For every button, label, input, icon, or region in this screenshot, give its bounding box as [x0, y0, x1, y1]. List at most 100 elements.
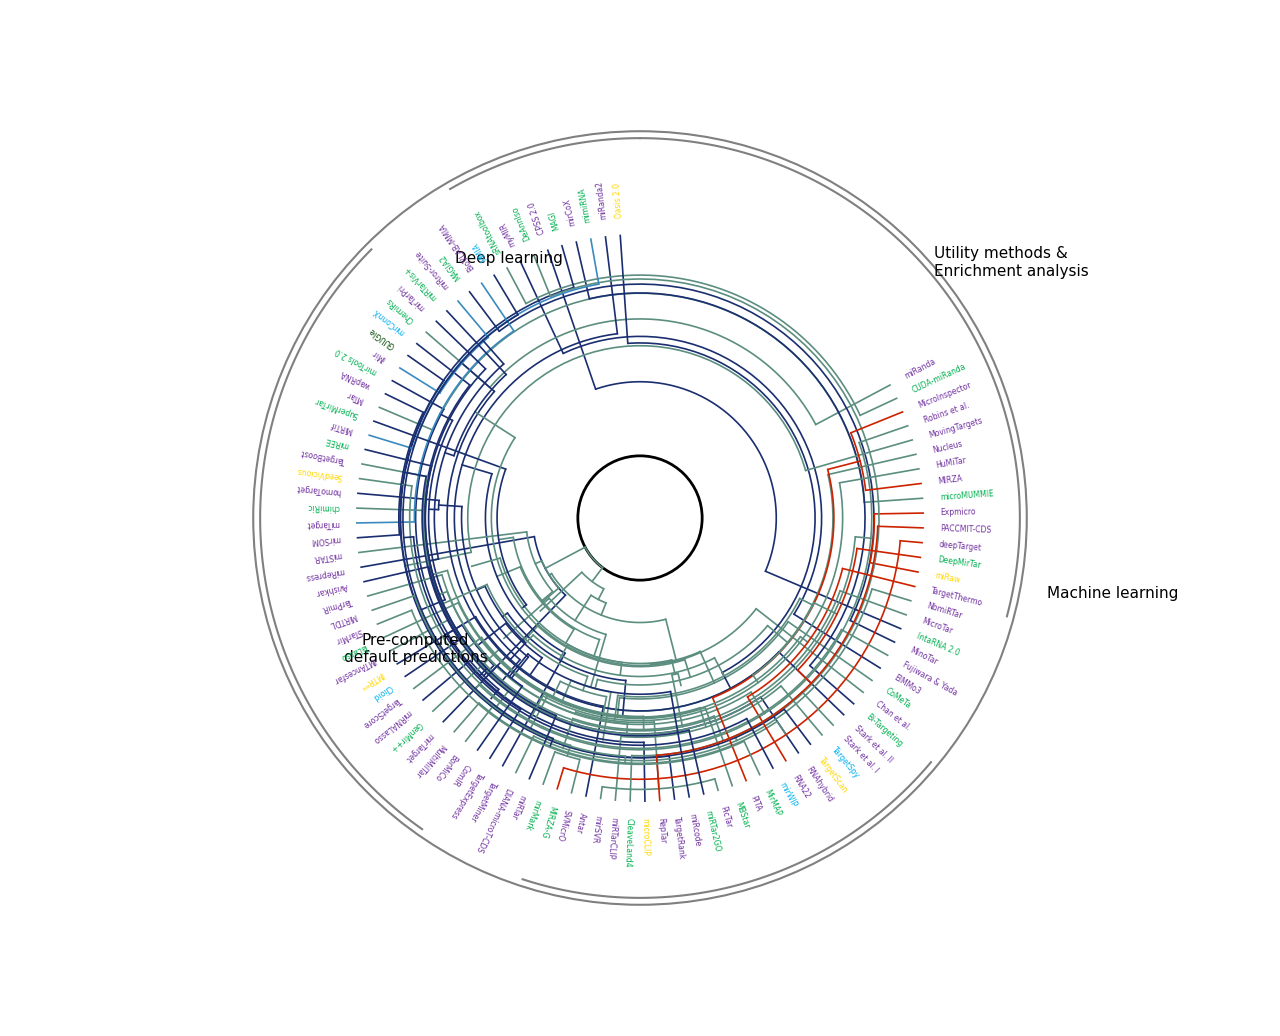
Text: TargetSpy: TargetSpy — [829, 745, 861, 780]
Text: MAGI: MAGI — [548, 209, 562, 230]
Text: RNA22: RNA22 — [791, 773, 812, 800]
Text: mirCoX: mirCoX — [562, 197, 577, 226]
Text: MTar: MTar — [346, 390, 365, 405]
Text: Oasis 2.0: Oasis 2.0 — [612, 182, 623, 219]
Text: miRTarVis+: miRTarVis+ — [402, 263, 438, 301]
Text: TarPmiR: TarPmiR — [320, 597, 352, 613]
Text: MIRZA-G: MIRZA-G — [538, 804, 557, 839]
Text: Clioid: Clioid — [371, 683, 393, 701]
Text: miRNALasso: miRNALasso — [370, 708, 412, 745]
Text: TargetMiner: TargetMiner — [468, 779, 498, 823]
Text: miRTar: miRTar — [508, 793, 527, 821]
Text: mirMark: mirMark — [522, 799, 541, 832]
Text: MovingTargets: MovingTargets — [928, 415, 983, 439]
Text: mirWIP: mirWIP — [777, 781, 797, 809]
Text: TargetThermo: TargetThermo — [931, 586, 984, 608]
Text: myMIR: myMIR — [498, 220, 517, 248]
Text: Fujiwara & Yada: Fujiwara & Yada — [901, 660, 959, 697]
Text: Machine learning: Machine learning — [1047, 586, 1179, 602]
Text: BioVLAB-MMIA: BioVLAB-MMIA — [438, 221, 476, 271]
Text: TargetExpress: TargetExpress — [448, 771, 485, 821]
Text: SuperMirTar: SuperMirTar — [314, 396, 360, 420]
Text: mirTools 2.0: mirTools 2.0 — [334, 346, 379, 376]
Text: miRanda: miRanda — [904, 357, 937, 381]
Text: TargetScan: TargetScan — [817, 755, 850, 795]
Text: miRanda2: miRanda2 — [594, 180, 608, 221]
Text: Antar: Antar — [575, 812, 588, 835]
Text: microMUMMIE: microMUMMIE — [940, 489, 993, 501]
Text: MicroInspector: MicroInspector — [916, 380, 973, 409]
Text: mirSOM: mirSOM — [310, 535, 340, 546]
Text: Stark et al. I: Stark et al. I — [842, 735, 881, 775]
Text: miRTar2GO: miRTar2GO — [703, 810, 722, 853]
Text: CleaveLand4: CleaveLand4 — [623, 818, 634, 868]
Text: CoMeTa: CoMeTa — [883, 687, 913, 711]
Text: RNAhybrid: RNAhybrid — [804, 765, 835, 804]
Text: TargetBoost: TargetBoost — [300, 448, 346, 465]
Text: PicTar: PicTar — [718, 806, 733, 830]
Text: mirSVR: mirSVR — [590, 815, 603, 844]
Text: ChemiRs: ChemiRs — [385, 295, 416, 324]
Text: ComIR: ComIR — [449, 761, 471, 787]
Text: Utility methods &
Enrichment analysis: Utility methods & Enrichment analysis — [933, 247, 1088, 279]
Text: PACCMIT-CDS: PACCMIT-CDS — [940, 524, 992, 535]
Text: DeAnnIso: DeAnnIso — [509, 204, 531, 241]
Text: miTarget: miTarget — [306, 519, 339, 528]
Text: IMTAncesfar: IMTAncesfar — [332, 655, 376, 685]
Text: miRaw: miRaw — [934, 571, 961, 584]
Text: RepTar: RepTar — [657, 817, 667, 844]
Text: sRNAtoolbox: sRNAtoolbox — [472, 207, 503, 255]
Text: Bi-Targeting: Bi-Targeting — [864, 712, 904, 748]
Text: miSTAR: miSTAR — [312, 550, 342, 563]
Text: MirMAP: MirMAP — [763, 788, 783, 818]
Text: MiRTDL: MiRTDL — [328, 611, 357, 629]
Text: MIRZA: MIRZA — [938, 473, 964, 486]
Text: STarMir: STarMir — [334, 627, 364, 645]
Text: Robins et al.: Robins et al. — [923, 401, 970, 425]
Text: GUUGle: GUUGle — [367, 325, 397, 349]
Text: miRcode: miRcode — [687, 813, 703, 847]
Text: deepTarget: deepTarget — [940, 540, 983, 552]
Text: HuMiTar: HuMiTar — [936, 456, 968, 470]
Text: MicroTar: MicroTar — [920, 616, 954, 636]
Text: mimiRNA: mimiRNA — [577, 186, 593, 223]
Text: NbmiRTar: NbmiRTar — [925, 602, 964, 621]
Text: miRTarCLIP: miRTarCLIP — [605, 817, 618, 860]
Text: DeepMirTar: DeepMirTar — [937, 555, 982, 571]
Text: Deep learning: Deep learning — [454, 252, 563, 266]
Text: MiRTif: MiRTif — [329, 420, 355, 434]
Text: MultiMilTar: MultiMilTar — [412, 742, 447, 779]
Text: wapRNA: wapRNA — [339, 368, 372, 391]
Text: CUDA-miRanda: CUDA-miRanda — [910, 363, 968, 395]
Text: chimiRic: chimiRic — [307, 501, 340, 512]
Text: mirTarPri: mirTarPri — [396, 282, 428, 313]
Text: DIANA-microT-CDS: DIANA-microT-CDS — [474, 786, 512, 854]
Text: IntaRNA 2.0: IntaRNA 2.0 — [915, 631, 960, 658]
Text: homoTarget: homoTarget — [296, 484, 340, 496]
Text: SeedVicious: SeedVicious — [296, 465, 343, 481]
Text: miREE: miREE — [324, 435, 349, 450]
Text: PITA: PITA — [749, 795, 763, 813]
Text: miRror-Suite: miRror-Suite — [412, 249, 451, 291]
Text: MAGIA2: MAGIA2 — [438, 252, 463, 281]
Text: MinoTar: MinoTar — [908, 645, 938, 667]
Text: mirTarget: mirTarget — [402, 731, 434, 764]
Text: TargetScore: TargetScore — [361, 695, 403, 729]
Text: microCLIP: microCLIP — [641, 818, 650, 857]
Text: Nucleus: Nucleus — [932, 439, 964, 455]
Text: BorMiCo: BorMiCo — [431, 752, 458, 782]
Text: TaLasso: TaLasso — [339, 641, 370, 662]
Text: iMir: iMir — [371, 347, 388, 363]
Text: EIMMo3: EIMMo3 — [892, 673, 923, 697]
Text: SVMicrO: SVMicrO — [556, 808, 572, 842]
Text: miRepress: miRepress — [305, 566, 344, 581]
Text: MBStar: MBStar — [733, 801, 751, 830]
Text: TargetRank: TargetRank — [672, 815, 686, 860]
Text: IMTRᴮᴹ: IMTRᴮᴹ — [357, 669, 385, 690]
Text: MMIA: MMIA — [471, 240, 489, 263]
Text: CPSS 2.0: CPSS 2.0 — [527, 201, 547, 235]
Text: Pre-computed
default predictions: Pre-computed default predictions — [343, 633, 488, 665]
Text: Stark et al. II: Stark et al. II — [852, 723, 895, 765]
Text: mirConnX: mirConnX — [371, 307, 406, 337]
Text: Chan et al.: Chan et al. — [874, 699, 913, 732]
